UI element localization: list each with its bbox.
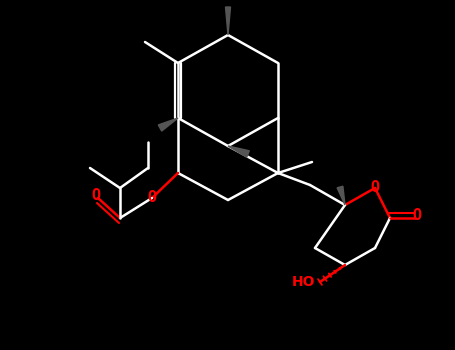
Text: O: O xyxy=(412,209,422,224)
Text: O: O xyxy=(91,189,101,203)
Polygon shape xyxy=(158,118,178,131)
Polygon shape xyxy=(226,7,231,35)
Text: O: O xyxy=(147,190,157,205)
Text: O: O xyxy=(370,181,379,196)
Polygon shape xyxy=(337,186,345,205)
Text: HO: HO xyxy=(292,275,315,289)
Polygon shape xyxy=(228,146,249,157)
